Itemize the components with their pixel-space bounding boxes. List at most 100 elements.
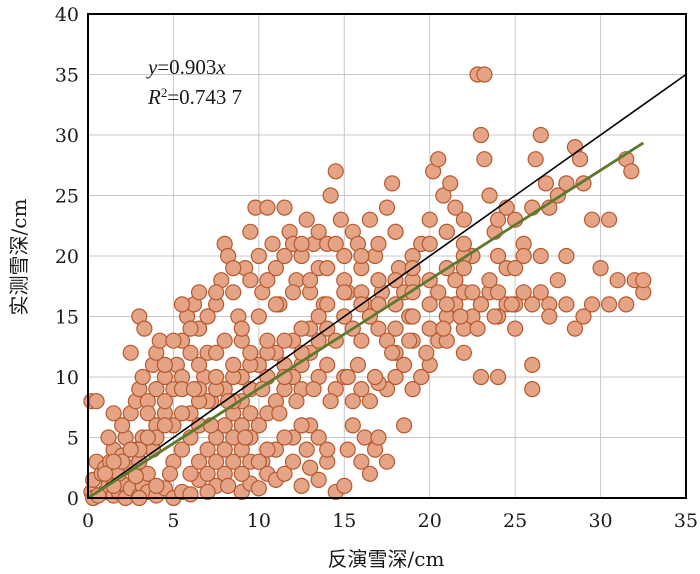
x-tick-label: 35 [674, 510, 698, 532]
data-point [139, 405, 156, 422]
data-point [489, 284, 507, 301]
data-point [366, 368, 384, 386]
data-point [571, 151, 589, 168]
data-point [476, 66, 493, 83]
data-point [356, 429, 373, 446]
data-point [208, 368, 225, 386]
data-point [161, 465, 179, 482]
plot-frame [87, 13, 687, 499]
data-point [151, 332, 168, 349]
fit-line [87, 141, 645, 500]
data-point [220, 477, 237, 494]
data-point [156, 393, 173, 410]
data-point [199, 441, 216, 458]
data-point [310, 429, 327, 446]
y-axis-title: 实测雪深/cm [7, 199, 31, 316]
data-point [199, 465, 216, 482]
data-point [387, 320, 404, 337]
data-point [336, 477, 353, 494]
data-point [395, 417, 413, 434]
data-point [541, 308, 558, 325]
data-point [532, 247, 549, 265]
data-point [284, 284, 302, 301]
data-point [507, 320, 524, 337]
data-point [378, 199, 396, 216]
data-point [173, 405, 191, 422]
data-point [288, 393, 305, 410]
data-point [276, 332, 293, 349]
y-tick-label: 15 [55, 307, 79, 329]
data-point [623, 163, 640, 180]
data-point [216, 332, 233, 349]
data-point [524, 356, 541, 373]
data-point [250, 453, 267, 470]
data-point [395, 356, 413, 373]
data-point [387, 368, 404, 386]
data-point [298, 211, 315, 228]
data-point [387, 296, 404, 313]
data-point [442, 175, 459, 192]
data-point [259, 441, 276, 458]
data-point [302, 272, 319, 289]
data-point [387, 223, 404, 240]
data-point [208, 453, 225, 470]
data-point [601, 296, 618, 313]
data-point [435, 187, 452, 204]
data-point [489, 211, 507, 228]
data-point [259, 199, 276, 216]
data-point [267, 296, 285, 313]
data-point [353, 332, 370, 349]
y-tick-label: 25 [55, 186, 79, 208]
data-point [558, 296, 575, 313]
data-point [455, 260, 472, 277]
data-point [276, 465, 293, 482]
data-point [96, 465, 114, 482]
data-point [267, 260, 285, 277]
data-point [421, 211, 438, 228]
data-point [225, 356, 242, 373]
data-point [609, 272, 626, 289]
data-point [233, 465, 250, 482]
data-point [293, 235, 310, 252]
data-point [476, 151, 493, 168]
data-point [173, 296, 191, 313]
data-point [310, 308, 327, 325]
data-point [173, 441, 191, 458]
data-point [293, 320, 310, 337]
data-point [438, 223, 455, 240]
data-point [515, 284, 532, 301]
data-point [327, 163, 344, 180]
data-point [310, 471, 327, 488]
data-point [515, 247, 532, 265]
data-point [524, 381, 541, 398]
data-point [319, 296, 336, 313]
data-point [361, 211, 379, 228]
data-point [122, 344, 139, 361]
data-point [233, 320, 250, 337]
data-point [618, 296, 635, 313]
data-point [327, 235, 344, 252]
data-point [208, 284, 225, 301]
data-point [148, 381, 165, 398]
data-point [527, 151, 544, 168]
data-point [339, 441, 356, 458]
data-point [384, 175, 401, 192]
data-point [489, 247, 507, 265]
data-point [353, 247, 370, 265]
data-point [575, 308, 592, 325]
data-point [100, 429, 117, 446]
data-point [293, 417, 310, 434]
data-point [532, 126, 549, 144]
data-point [503, 296, 520, 313]
data-point [156, 356, 173, 373]
data-point [322, 187, 339, 204]
data-point [336, 284, 353, 301]
data-point [199, 483, 216, 501]
data-point [635, 272, 652, 289]
data-point [216, 441, 233, 458]
data-point [532, 284, 549, 301]
data-point [404, 381, 421, 398]
x-tick-label: 20 [418, 510, 442, 532]
reference-lines [87, 73, 687, 500]
